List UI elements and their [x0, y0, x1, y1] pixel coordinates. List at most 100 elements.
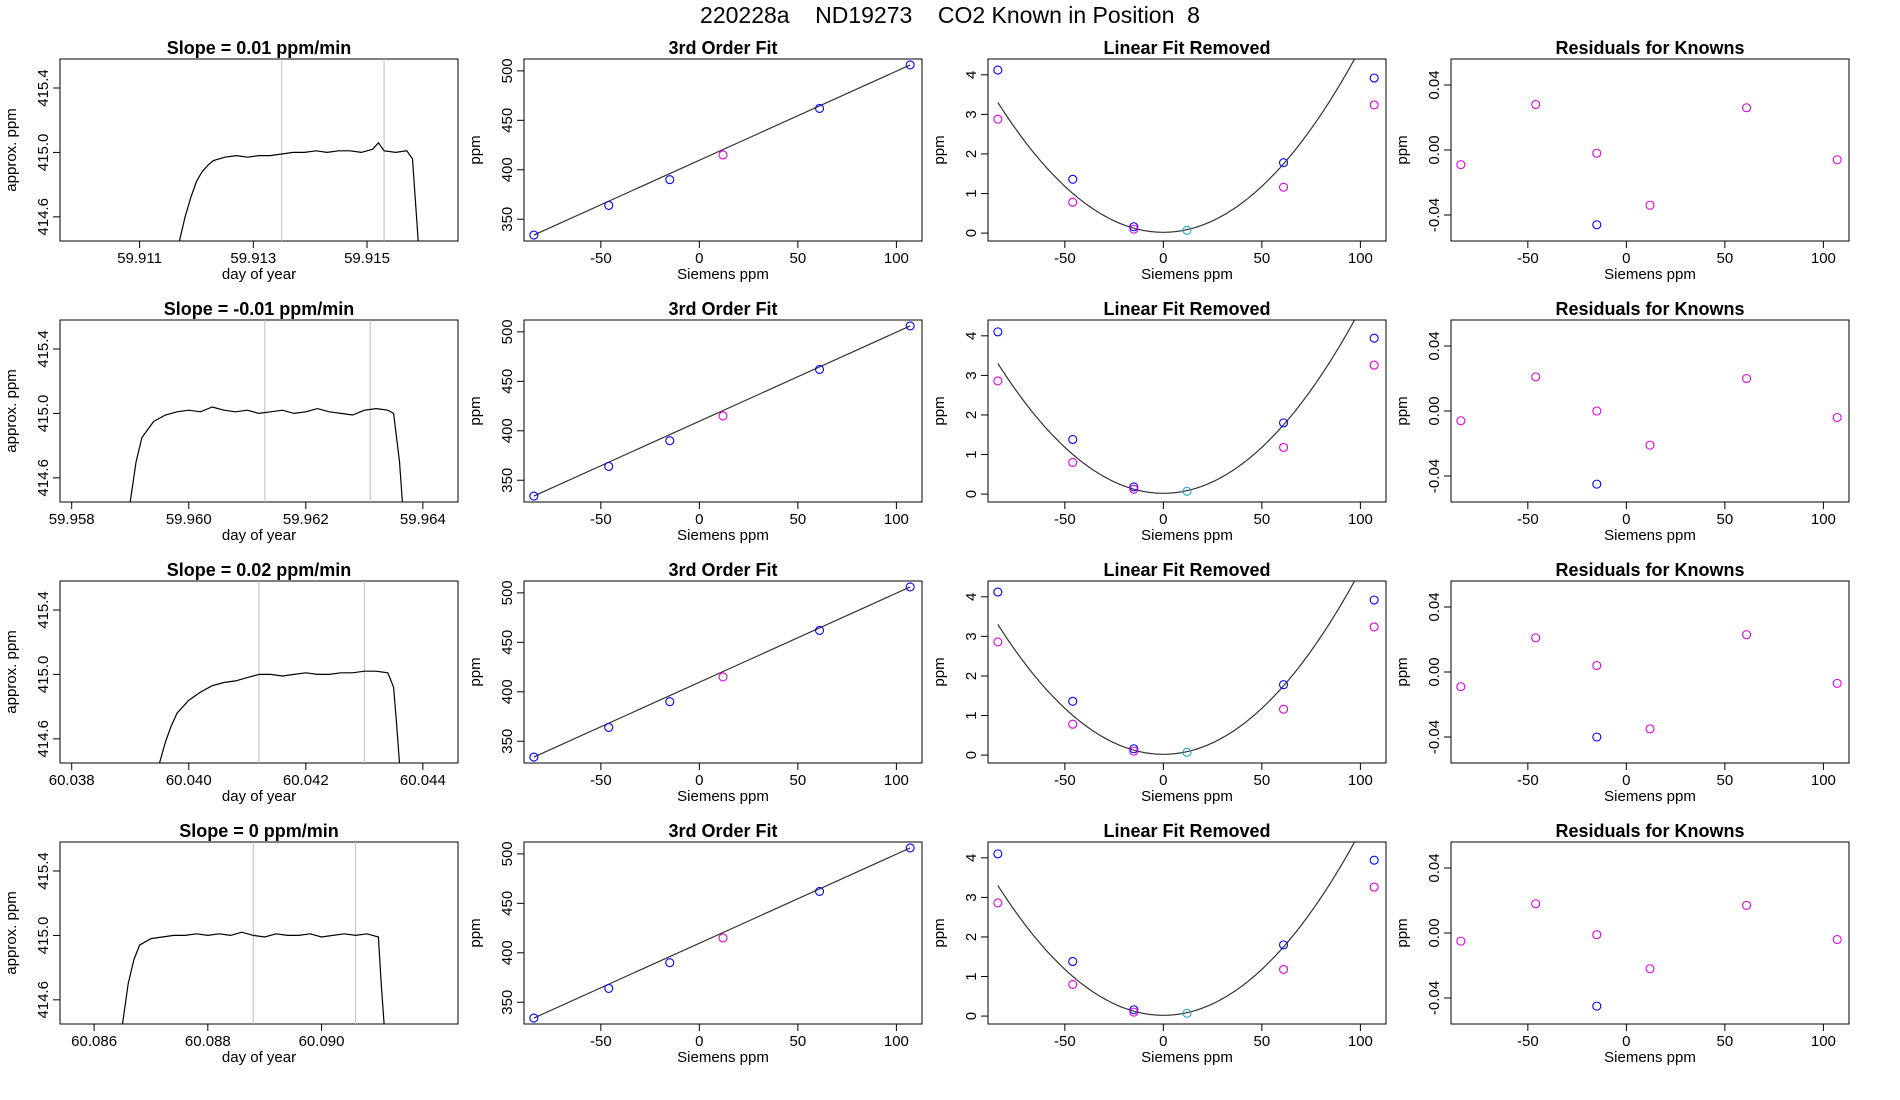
panel-r1-linfit-point — [1182, 486, 1192, 496]
panel-r1-fit-point — [529, 491, 539, 501]
panel-r1-linfit-xtick-label: -50 — [1054, 511, 1076, 528]
panel-r1-linfit-point — [993, 327, 1003, 337]
panel-r1-linfit-quad-curve — [997, 320, 1356, 494]
panel-r3-resid-point — [1592, 930, 1602, 940]
panel-r2-linfit-frame — [987, 580, 1387, 764]
panel-r3-time-title: Slope = 0 ppm/min — [179, 821, 339, 841]
panel-r3-fit-ytick-label: 350 — [499, 990, 516, 1015]
panel-r3-resid-point — [1645, 964, 1655, 974]
panel-r2-fit-ytick-label: 400 — [499, 679, 516, 704]
panel-r3-linfit-ytick-label: 3 — [963, 893, 980, 901]
panel-r0-linfit-xtick-label: 50 — [1254, 250, 1271, 267]
panel-r0-resid-point — [1531, 99, 1541, 110]
panel-r3-resid-xtick-label: -50 — [1517, 1033, 1539, 1050]
panel-r0-time-xlabel: day of year — [222, 266, 296, 283]
panel-r2-resid-frame — [1450, 580, 1850, 764]
panel-r0-fit-xtick-label: -50 — [590, 250, 612, 267]
panel-r1-fit-title: 3rd Order Fit — [668, 299, 777, 319]
panel-r2-resid-point — [1832, 678, 1842, 688]
panel-r0-linfit-point — [1278, 158, 1289, 168]
panel-r3-resid-frame — [1450, 841, 1850, 1025]
panel-r3-fit-ytick-label: 450 — [499, 891, 516, 916]
panel-r0-resid-ytick-label: 0.00 — [1426, 135, 1443, 164]
panel-r1-linfit-point — [1129, 482, 1139, 492]
panel-r3-time-xtick-label: 60.090 — [299, 1033, 345, 1050]
panel-r3-resid-ytick-label: 0.04 — [1426, 853, 1443, 882]
panel-r0-linfit-point — [1278, 182, 1289, 192]
panel-r0-fit-ytick-label: 350 — [499, 207, 516, 232]
panel-r3-linfit-point — [993, 898, 1003, 908]
panel-r3-resid-point — [1456, 936, 1466, 946]
panel-r1-resid-xtick-label: -50 — [1517, 511, 1539, 528]
panel-r2-time-ytick-label: 415.0 — [35, 656, 52, 694]
panel-r2-linfit-xtick-label: 50 — [1254, 772, 1271, 789]
panel-r2-resid-title: Residuals for Knowns — [1555, 560, 1744, 580]
panel-r3-fit-point — [905, 843, 915, 853]
panel-r2-linfit-point — [1129, 746, 1139, 756]
panel-r0-linfit-point — [1369, 100, 1379, 110]
panel-r1-linfit-xtick-label: 50 — [1254, 511, 1271, 528]
panel-r1-resid-point — [1531, 372, 1541, 382]
panel-r1-resid-ylabel: ppm — [1394, 396, 1411, 425]
panel-r2-resid-ytick-label: 0.04 — [1426, 592, 1443, 621]
panel-r3-resid-point — [1832, 934, 1842, 945]
panel-r1-time-ylabel: approx. ppm — [3, 369, 20, 452]
panel-r0-linfit-title: Linear Fit Removed — [1103, 38, 1270, 58]
panel-r0-time-ytick-label: 414.6 — [35, 198, 52, 236]
panel-r0-resid-point — [1645, 200, 1655, 210]
panel-r2-fit-point — [905, 582, 915, 592]
panel-r2-time-title: Slope = 0.02 ppm/min — [167, 560, 352, 580]
panel-r1-fit-ytick-label: 450 — [499, 369, 516, 394]
panel-r3-linfit-ylabel: ppm — [931, 918, 948, 947]
panel-r1-fit-ytick-label: 400 — [499, 418, 516, 443]
panel-r1-linfit-ytick-label: 1 — [963, 450, 980, 458]
panel-r1-linfit-ytick-label: 3 — [963, 371, 980, 379]
panel-r3-fit-point — [665, 958, 675, 968]
panel-r0-resid-point — [1592, 220, 1602, 230]
panel-r2-fit-title: 3rd Order Fit — [668, 560, 777, 580]
panel-r2-linfit-xtick-label: 0 — [1159, 772, 1167, 789]
panel-r3-fit-xtick-label: 50 — [790, 1033, 807, 1050]
panel-r3-time-xtick-label: 60.086 — [71, 1033, 117, 1050]
panel-r2-resid-xtick-label: 0 — [1622, 772, 1630, 789]
panel-r2-resid-point — [1456, 682, 1466, 692]
panel-r2-linfit-ytick-label: 2 — [963, 672, 980, 680]
panel-r3-linfit-point — [1129, 1007, 1139, 1017]
panel-r2-linfit-xlabel: Siemens ppm — [1141, 788, 1233, 805]
panel-r2-fit-ylabel: ppm — [467, 657, 484, 686]
panel-r0-fit-xtick-label: 0 — [695, 250, 703, 267]
panel-r2-fit-point — [529, 752, 539, 762]
panel-r2-time-ytick-label: 414.6 — [35, 720, 52, 758]
panel-r3-time-frame — [59, 841, 459, 1025]
panel-r1-linfit-point — [1068, 457, 1078, 467]
panel-r0-fit-fit-line — [533, 64, 911, 236]
panel-r2-resid-xtick-label: 100 — [1811, 772, 1836, 789]
panel-r3-fit-xtick-label: 0 — [695, 1033, 703, 1050]
panel-r1-linfit-point — [1068, 434, 1078, 445]
panel-r1-linfit-point — [1278, 442, 1289, 452]
panel-r3-linfit-quad-curve — [997, 842, 1356, 1016]
figure-title: 220228a ND19273 CO2 Known in Position 8 — [700, 2, 1200, 28]
panel-r2-linfit-ylabel: ppm — [931, 657, 948, 686]
panel-r1-resid-xtick-label: 100 — [1811, 511, 1836, 528]
panel-r2-linfit-quad-curve — [997, 581, 1356, 755]
panel-r0-linfit-ytick-label: 0 — [963, 229, 980, 237]
panel-r0-linfit-point — [1068, 174, 1078, 184]
panel-r3-resid-xtick-label: 50 — [1717, 1033, 1734, 1050]
panel-r1-linfit-xtick-label: 0 — [1159, 511, 1167, 528]
panel-r0-fit-ylabel: ppm — [467, 135, 484, 164]
panel-r0-fit-ytick-label: 400 — [499, 157, 516, 182]
panel-r0-linfit-point — [1369, 73, 1379, 83]
panel-r3-time-ytick-label: 415.4 — [35, 852, 52, 890]
panel-r0-fit-xlabel: Siemens ppm — [677, 266, 769, 283]
panel-r0-resid-xtick-label: 100 — [1811, 250, 1836, 267]
panel-r3-resid-xtick-label: 0 — [1622, 1033, 1630, 1050]
panel-r2-resid-point — [1592, 660, 1602, 671]
panel-r1-resid-ytick-label: 0.00 — [1426, 396, 1443, 425]
panel-r2-resid-point — [1645, 724, 1655, 734]
panel-r0-fit-xtick-label: 50 — [790, 250, 807, 267]
panel-r1-time-xtick-label: 59.964 — [400, 511, 446, 528]
panel-r0-linfit-xtick-label: -50 — [1054, 250, 1076, 267]
panel-r1-linfit-point — [1369, 360, 1379, 370]
